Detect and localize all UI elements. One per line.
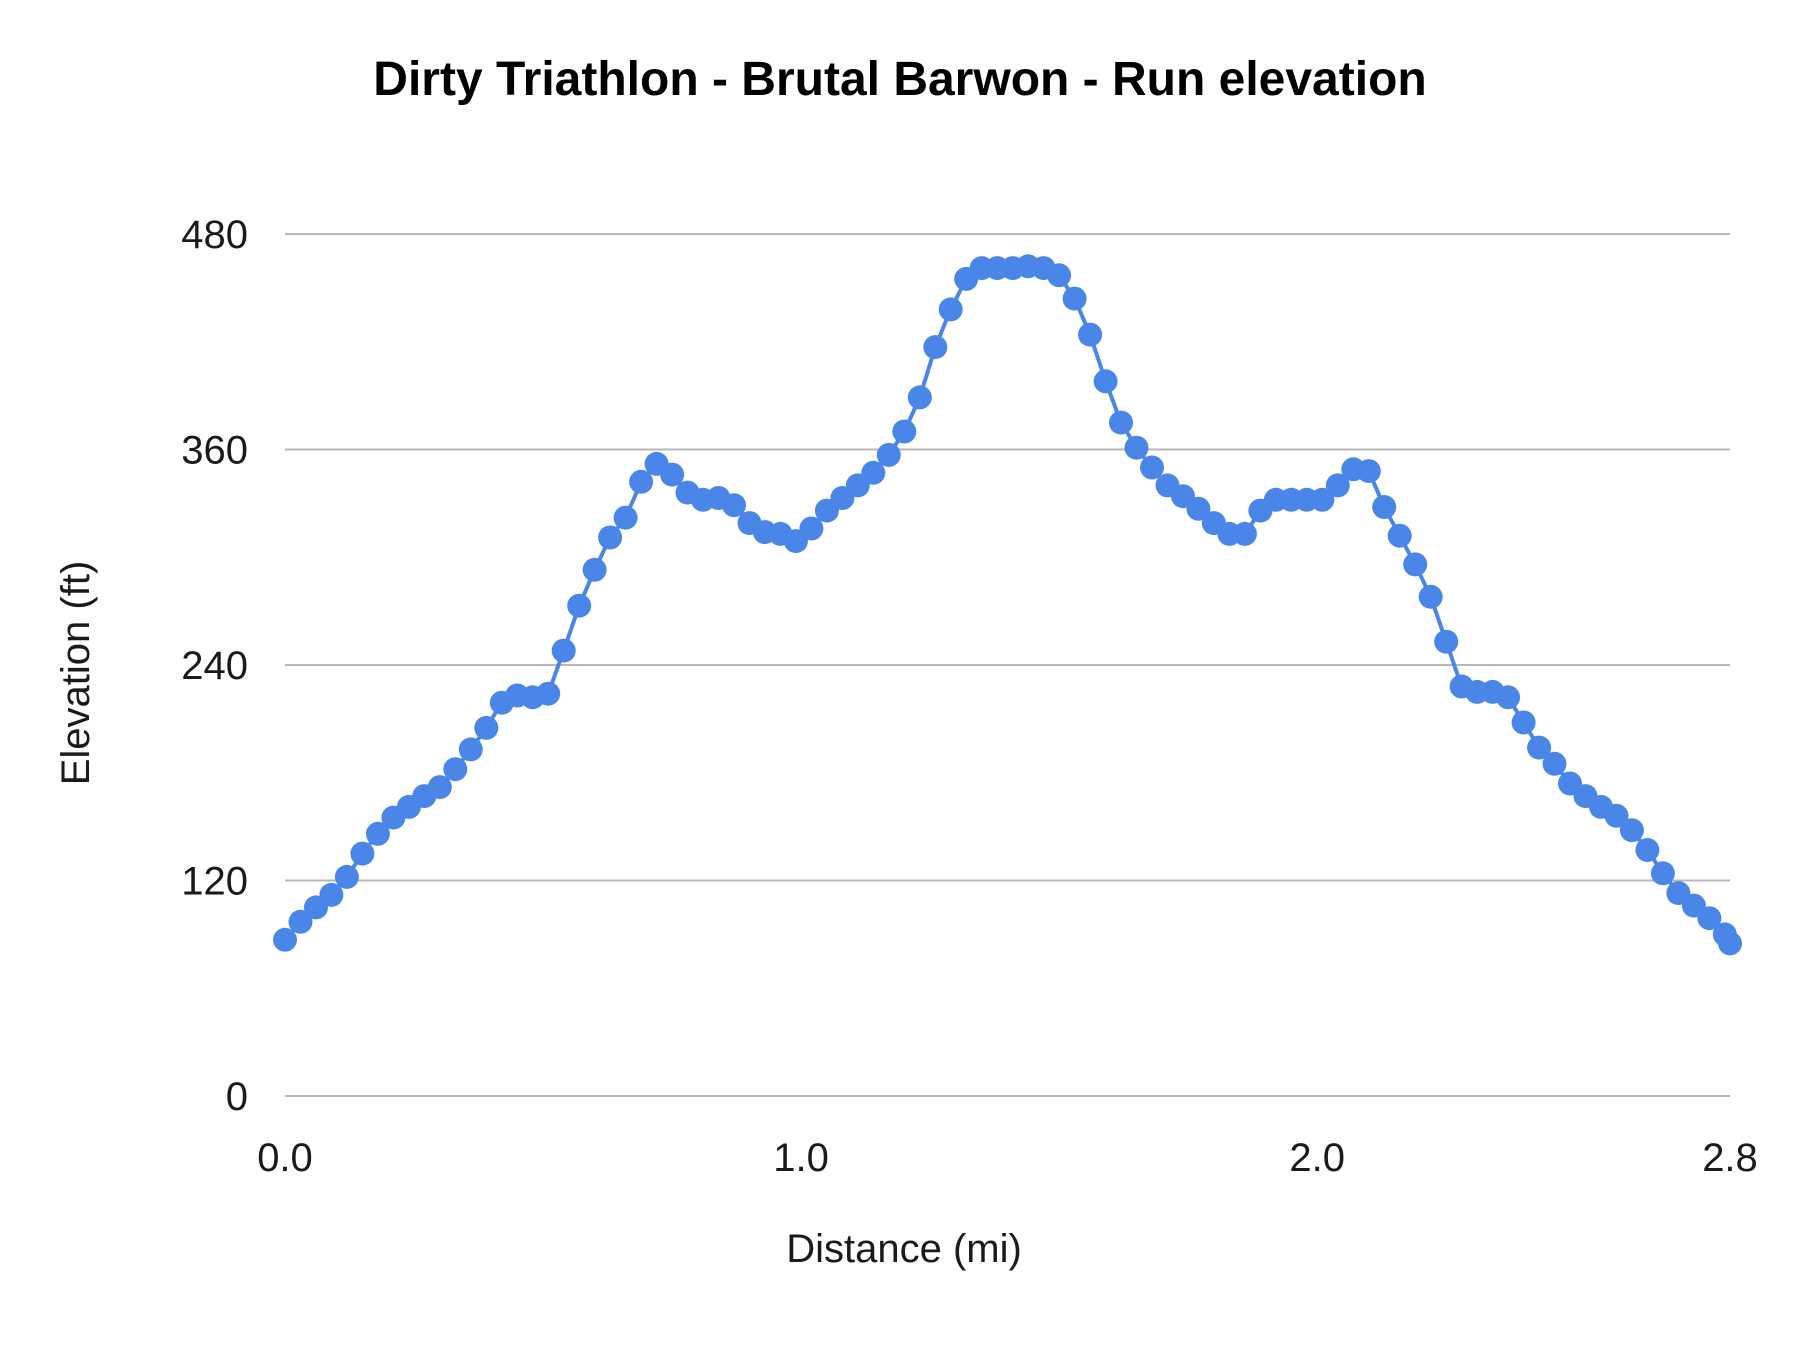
data-point	[1619, 818, 1644, 843]
data-point	[427, 775, 452, 800]
data-point	[1124, 435, 1149, 460]
data-point	[1718, 931, 1742, 956]
data-point	[1372, 495, 1397, 519]
y-tick-label: 360	[181, 429, 248, 473]
data-point	[938, 297, 963, 322]
data-point	[1387, 523, 1412, 548]
data-point	[1650, 861, 1675, 886]
data-point	[613, 505, 638, 530]
data-point	[288, 909, 313, 934]
data-point	[273, 927, 297, 952]
data-point	[443, 757, 468, 782]
data-point	[536, 681, 561, 706]
y-tick-label: 480	[181, 213, 248, 257]
data-point	[1697, 906, 1722, 931]
data-point	[1527, 735, 1552, 760]
data-point	[1496, 685, 1521, 710]
x-tick-label: 2.8	[1702, 1136, 1758, 1180]
data-point	[1635, 838, 1660, 862]
y-axis-label: Elevation (ft)	[54, 561, 98, 786]
y-tick-label: 120	[181, 860, 248, 904]
x-tick-label: 2.0	[1289, 1136, 1345, 1180]
x-axis-label: Distance (mi)	[786, 1227, 1022, 1271]
data-point	[1140, 455, 1164, 480]
data-point	[1511, 710, 1536, 735]
data-point	[1356, 459, 1381, 484]
data-point	[1232, 521, 1257, 546]
y-tick-label: 0	[226, 1075, 248, 1119]
data-point	[1604, 803, 1629, 828]
data-point	[474, 715, 499, 740]
data-point	[722, 493, 746, 518]
data-point	[458, 737, 483, 762]
data-point	[1434, 629, 1459, 654]
data-point	[907, 385, 932, 410]
data-point	[1186, 496, 1211, 521]
data-point	[1062, 286, 1087, 311]
data-point	[861, 460, 886, 485]
x-axis-ticks: 0.0 1.0 2.0 2.8	[257, 1136, 1758, 1180]
data-point	[799, 516, 824, 541]
data-point	[350, 841, 375, 866]
data-point	[1078, 322, 1103, 347]
data-point	[1418, 584, 1443, 609]
x-tick-label: 1.0	[773, 1136, 829, 1180]
data-point	[1310, 487, 1335, 512]
data-point	[567, 593, 592, 618]
series-line	[283, 264, 1732, 945]
gridlines	[285, 233, 1730, 1097]
data-point	[582, 557, 607, 582]
x-tick-label: 0.0	[257, 1136, 313, 1180]
y-axis-ticks: 0 120 240 360 480	[181, 213, 248, 1119]
y-tick-label: 240	[181, 644, 248, 688]
data-point	[1109, 410, 1133, 435]
chart-title: Dirty Triathlon - Brutal Barwon - Run el…	[373, 53, 1426, 106]
data-point	[923, 335, 948, 360]
data-point	[892, 419, 917, 444]
data-point	[1047, 263, 1072, 288]
data-point	[876, 442, 901, 467]
data-point	[660, 462, 685, 487]
data-point	[629, 469, 654, 494]
data-point	[1093, 369, 1118, 394]
series-elevation	[273, 254, 1742, 956]
data-point	[319, 882, 344, 907]
data-point	[1325, 473, 1350, 498]
data-point	[598, 525, 623, 550]
data-point	[365, 821, 390, 846]
data-point	[1403, 552, 1428, 577]
data-point	[334, 864, 359, 889]
data-point	[551, 638, 576, 663]
data-point	[1542, 751, 1567, 776]
